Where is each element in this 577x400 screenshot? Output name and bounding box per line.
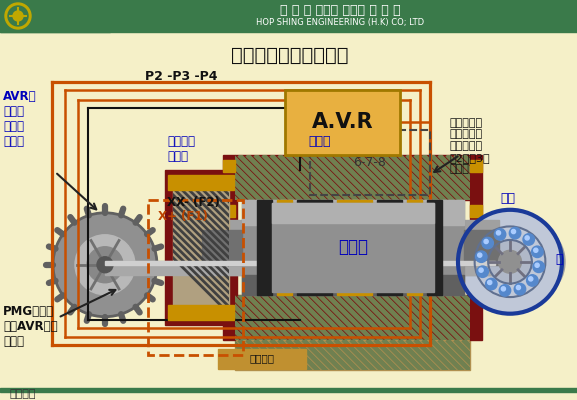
Bar [242,275,464,295]
Bar [235,340,470,370]
Circle shape [53,213,157,317]
Text: X+ (F1): X+ (F1) [158,210,208,223]
Text: 整流模块: 整流模块 [249,354,275,364]
Circle shape [535,263,539,267]
Bar [470,205,482,217]
Text: A.V.R: A.V.R [312,112,373,132]
Bar [407,200,422,295]
Bar [223,160,235,172]
Bar [285,90,400,155]
Circle shape [499,285,511,296]
Bar [464,230,499,265]
Circle shape [527,275,538,286]
Circle shape [488,280,492,284]
Bar [272,203,434,292]
Text: 内部培训: 内部培训 [10,389,36,399]
Circle shape [485,222,565,302]
Bar [218,349,306,369]
Circle shape [511,230,516,234]
Bar [297,200,332,295]
Bar [105,261,495,275]
Circle shape [458,210,562,314]
Circle shape [488,240,532,284]
Circle shape [484,240,488,244]
Bar [223,205,235,217]
Circle shape [5,3,31,29]
Text: 6-7-8: 6-7-8 [354,156,387,169]
Bar [277,200,292,295]
Circle shape [529,277,533,281]
Text: P2 -P3 -P4: P2 -P3 -P4 [145,70,218,84]
Text: AVR输
出直流
电给励
磁定子: AVR输 出直流 电给励 磁定子 [3,90,36,148]
Circle shape [75,235,135,295]
Bar [470,160,482,172]
Text: 发电机基本结构和电路: 发电机基本结构和电路 [231,46,349,64]
Text: 合 成 工 程（香 港）有 限 公 司: 合 成 工 程（香 港）有 限 公 司 [280,4,400,18]
Bar [0,0,110,32]
Text: 主转子: 主转子 [338,238,368,256]
Circle shape [475,251,487,262]
Text: PMG提供电
源给AVR（安
装时）: PMG提供电 源给AVR（安 装时） [3,305,58,348]
Text: XX- (F2): XX- (F2) [167,196,220,209]
Bar [173,178,229,317]
Bar [464,220,499,275]
Circle shape [525,236,529,240]
Text: 励磁转子
和定子: 励磁转子 和定子 [167,135,195,163]
Circle shape [477,266,488,278]
Bar [235,155,470,200]
Circle shape [501,287,505,291]
Bar [0,0,577,32]
Bar [202,220,242,275]
Circle shape [97,257,113,273]
Bar [377,200,402,295]
Circle shape [516,286,520,290]
Bar [105,261,495,265]
Bar [242,200,464,225]
Circle shape [478,253,482,257]
Bar [202,230,242,265]
Circle shape [496,231,501,235]
Bar [168,175,234,190]
Bar [257,200,272,295]
Circle shape [8,6,28,26]
Circle shape [13,11,23,21]
Circle shape [479,268,483,272]
Circle shape [494,229,506,240]
Bar [242,200,464,295]
Bar [165,170,237,325]
Circle shape [523,234,534,245]
Bar [223,155,235,340]
Bar [0,388,577,392]
Circle shape [514,283,526,295]
Text: 从主定子来
的交流电源
和传感信号
（2相或3相
感应）: 从主定子来 的交流电源 和传感信号 （2相或3相 感应） [449,118,490,174]
Circle shape [531,246,543,258]
Circle shape [534,248,538,252]
Text: 轴承: 轴承 [500,192,515,205]
Bar [148,200,243,355]
Bar [310,130,430,195]
Bar [427,200,442,295]
Bar [470,155,482,340]
Bar [235,295,470,340]
Bar [168,305,234,320]
Circle shape [482,237,493,249]
Bar [337,200,372,295]
Circle shape [509,227,521,239]
Circle shape [87,247,123,283]
Text: HOP SHING ENGINEERING (H.K) CO; LTD: HOP SHING ENGINEERING (H.K) CO; LTD [256,18,424,28]
Circle shape [486,278,497,290]
Circle shape [499,250,522,273]
Bar [272,203,434,223]
Circle shape [533,261,544,272]
Text: 轴: 轴 [555,253,563,266]
Text: 主定子: 主定子 [309,135,331,148]
